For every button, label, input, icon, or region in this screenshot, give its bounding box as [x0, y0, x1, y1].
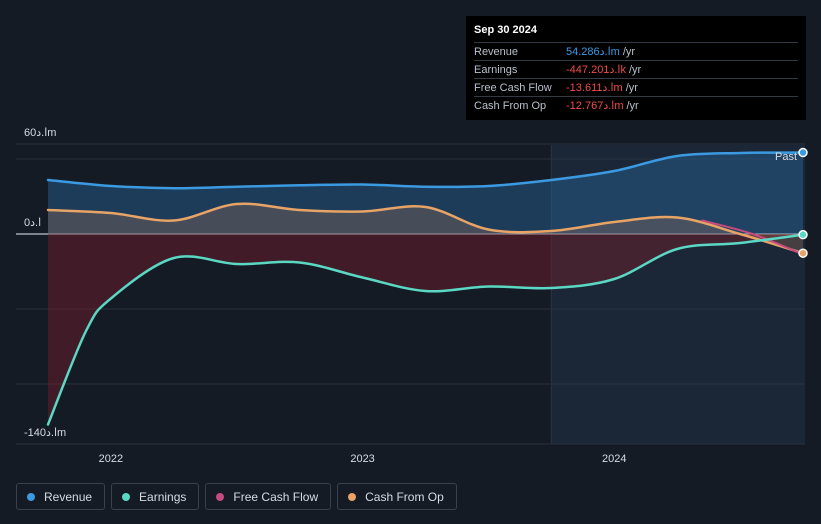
cash-from-op-line [46, 202, 805, 255]
cash-from-op-end-marker [798, 248, 808, 258]
x-tick-label: 2022 [99, 453, 123, 465]
legend-item-earnings[interactable]: Earnings [111, 483, 200, 510]
tooltip-row-revenue: Revenue 54.286ا.دm /yr [474, 42, 798, 60]
tooltip-unit: /yr [626, 99, 639, 112]
axis-labels: 60ا.دm 0ا.د -140ا.دm 2022 2023 2024 Past [24, 127, 797, 465]
legend-label: Earnings [139, 489, 187, 504]
tooltip-row-earnings: Earnings -447.201ا.دk /yr [474, 60, 798, 78]
y-tick-label: 60ا.دm [24, 127, 56, 139]
past-label: Past [775, 151, 797, 163]
past-region [551, 145, 805, 444]
tooltip-value: -12.767ا.دm [566, 100, 624, 112]
tooltip-date: Sep 30 2024 [474, 24, 537, 36]
tooltip-label: Free Cash Flow [474, 81, 552, 94]
tooltip-unit: /yr [628, 63, 642, 76]
earnings-line [46, 233, 805, 426]
legend-item-revenue[interactable]: Revenue [16, 483, 106, 510]
earnings-end-marker [798, 229, 808, 240]
legend-label: Free Cash Flow [233, 489, 319, 504]
tooltip-panel: Sep 30 2024 Revenue 54.286ا.دm /yr Earni… [466, 16, 806, 120]
tooltip-unit: /yr [622, 45, 636, 58]
tooltip-unit: /yr [625, 81, 638, 94]
legend-item-free-cash-flow[interactable]: Free Cash Flow [205, 483, 332, 510]
cash-from-op-area [48, 203, 803, 254]
free-cash-flow-line [701, 219, 804, 256]
legend: Revenue Earnings Free Cash Flow Cash Fro… [16, 483, 457, 511]
tooltip-label: Earnings [474, 63, 518, 76]
tooltip-row-cash-from-op: Cash From Op -12.767ا.دm /yr [474, 96, 798, 114]
legend-label: Cash From Op [365, 489, 444, 504]
revenue-line [46, 151, 805, 190]
series-areas [48, 152, 803, 425]
tooltip-label: Cash From Op [474, 99, 547, 112]
x-tick-label: 2023 [350, 453, 374, 465]
tooltip-value: -13.611ا.دm [566, 82, 623, 94]
y-tick-label: -140ا.دm [24, 427, 66, 439]
legend-dot-icon [216, 492, 225, 501]
tooltip-value: 54.286ا.دm [566, 46, 620, 58]
tooltip-row-free-cash-flow: Free Cash Flow -13.611ا.دm /yr [474, 78, 798, 96]
legend-dot-icon [27, 492, 35, 501]
series-lines [46, 147, 808, 426]
tooltip-value: -447.201ا.دk [566, 64, 626, 76]
legend-dot-icon [348, 492, 357, 501]
x-tick-label: 2024 [602, 453, 626, 465]
revenue-end-marker [798, 147, 808, 158]
legend-label: Revenue [44, 489, 93, 504]
tooltip-label: Revenue [474, 45, 519, 58]
y-tick-label: 0ا.د [24, 217, 41, 229]
revenue-area [48, 152, 803, 234]
earnings-area [48, 234, 803, 425]
gridlines [16, 143, 805, 445]
legend-dot-icon [122, 492, 131, 501]
legend-item-cash-from-op[interactable]: Cash From Op [337, 483, 457, 510]
